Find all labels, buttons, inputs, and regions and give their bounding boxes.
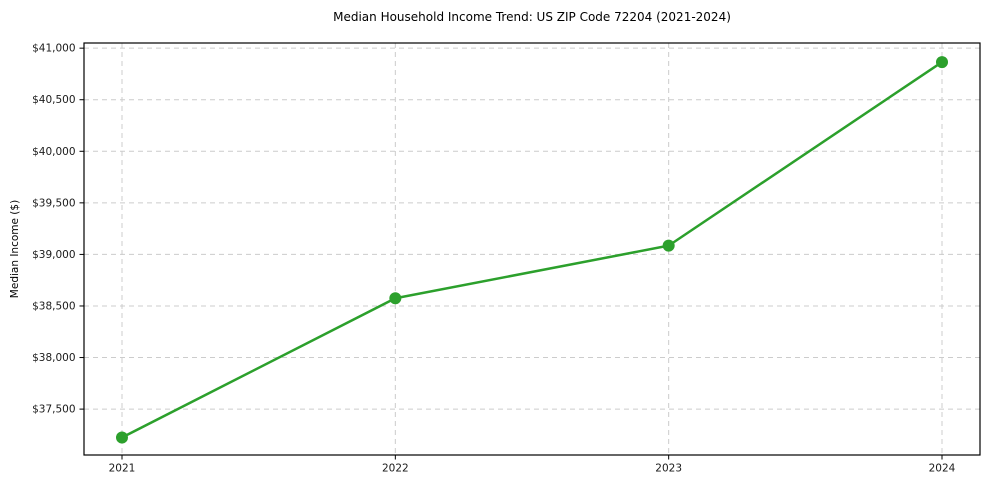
x-tick-label: 2023 — [655, 463, 682, 475]
y-tick-label: $39,000 — [32, 249, 75, 261]
chart-title: Median Household Income Trend: US ZIP Co… — [333, 10, 731, 24]
y-tick-label: $37,500 — [32, 404, 75, 416]
data-point-2024 — [936, 56, 948, 69]
x-tick-label: 2022 — [382, 463, 409, 475]
y-axis-title: Median Income ($) — [9, 199, 21, 299]
data-point-2021 — [116, 431, 128, 444]
x-tick-label: 2024 — [929, 463, 956, 475]
plot-border — [83, 42, 981, 456]
y-tick-label: $40,500 — [32, 94, 75, 106]
y-tick-label: $41,000 — [32, 43, 75, 55]
y-tick-label: $39,500 — [32, 197, 75, 209]
x-tick-label: 2021 — [109, 463, 136, 475]
y-tick-label: $38,000 — [32, 352, 75, 364]
y-tick-label: $40,000 — [32, 146, 75, 158]
data-point-2023 — [662, 239, 675, 252]
y-tick-label: $38,500 — [32, 300, 75, 312]
data-point-2022 — [389, 292, 402, 305]
trend-line — [120, 60, 944, 439]
